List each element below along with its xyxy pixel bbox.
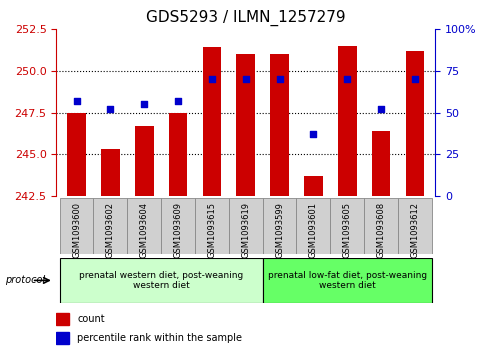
Text: GSM1093601: GSM1093601: [308, 202, 317, 258]
Bar: [236, 54, 255, 196]
Text: count: count: [77, 314, 104, 325]
Text: GSM1093602: GSM1093602: [106, 202, 115, 258]
Bar: [127, 198, 161, 254]
Text: prenatal low-fat diet, post-weaning
western diet: prenatal low-fat diet, post-weaning west…: [267, 271, 426, 290]
Bar: [56, 332, 69, 344]
Point: [376, 106, 384, 112]
Bar: [364, 198, 397, 254]
Bar: [337, 46, 356, 196]
Bar: [329, 198, 364, 254]
Bar: [304, 176, 322, 196]
Text: protocol: protocol: [5, 276, 45, 285]
Bar: [135, 126, 153, 196]
Bar: [93, 198, 127, 254]
Bar: [60, 258, 262, 303]
Bar: [296, 198, 329, 254]
Point: [309, 131, 317, 137]
Point: [343, 76, 350, 82]
Bar: [262, 258, 431, 303]
Text: GSM1093605: GSM1093605: [342, 202, 351, 258]
Point: [106, 106, 114, 112]
Text: GSM1093600: GSM1093600: [72, 202, 81, 258]
Text: GSM1093609: GSM1093609: [173, 202, 182, 258]
Bar: [161, 198, 195, 254]
Title: GDS5293 / ILMN_1257279: GDS5293 / ILMN_1257279: [145, 10, 345, 26]
Bar: [195, 198, 228, 254]
Text: percentile rank within the sample: percentile rank within the sample: [77, 333, 242, 343]
Point: [275, 76, 283, 82]
Text: GSM1093599: GSM1093599: [274, 202, 284, 258]
Text: GSM1093604: GSM1093604: [140, 202, 148, 258]
Text: GSM1093612: GSM1093612: [409, 202, 419, 258]
Bar: [168, 113, 187, 196]
Bar: [202, 48, 221, 196]
Point: [241, 76, 249, 82]
Bar: [60, 198, 93, 254]
Point: [140, 101, 148, 107]
Bar: [101, 149, 120, 196]
Text: GSM1093619: GSM1093619: [241, 202, 250, 258]
Bar: [397, 198, 431, 254]
Bar: [270, 54, 288, 196]
Bar: [228, 198, 262, 254]
Point: [410, 76, 418, 82]
Text: GSM1093608: GSM1093608: [376, 202, 385, 258]
Point: [207, 76, 215, 82]
Bar: [371, 131, 389, 196]
Bar: [262, 198, 296, 254]
Bar: [405, 51, 424, 196]
Point: [174, 98, 182, 104]
Point: [73, 98, 81, 104]
Text: GSM1093615: GSM1093615: [207, 202, 216, 258]
Bar: [67, 113, 86, 196]
Text: prenatal western diet, post-weaning
western diet: prenatal western diet, post-weaning west…: [79, 271, 243, 290]
Bar: [56, 313, 69, 325]
